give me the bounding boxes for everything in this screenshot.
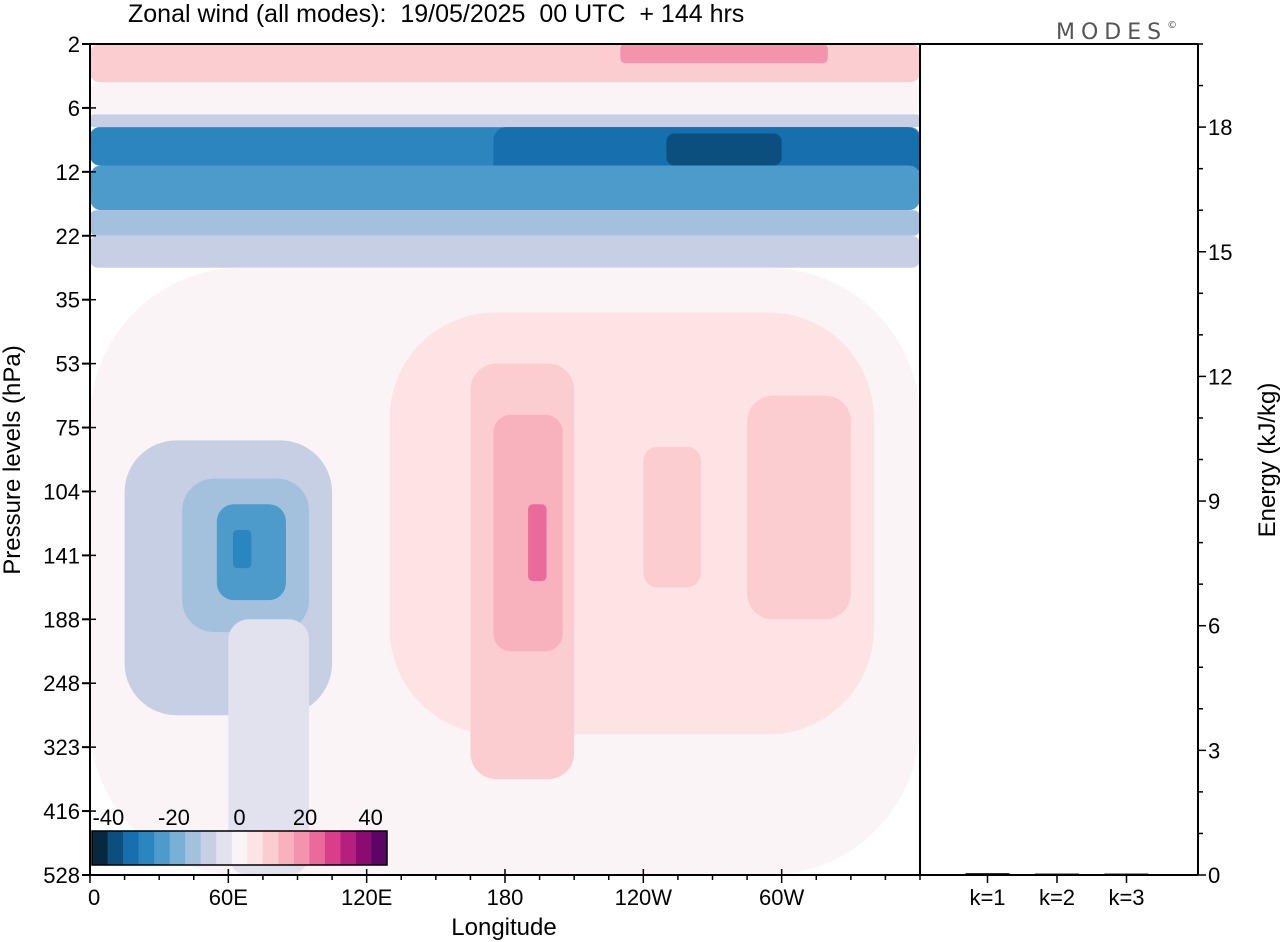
colorbar-tick-label: 20 — [293, 805, 317, 830]
energy-bar — [1035, 873, 1079, 876]
y-tick-label: 248 — [43, 671, 80, 696]
y2-axis-title: Energy (kJ/kg) — [1254, 383, 1280, 538]
y-tick-label: 6 — [68, 96, 80, 121]
y-tick-label: 141 — [43, 543, 80, 568]
heatmap-region — [90, 82, 920, 115]
colorbar-swatch — [200, 831, 217, 865]
y-tick-label: 528 — [43, 863, 80, 888]
heatmap-region — [228, 619, 310, 875]
energy-bar — [1104, 873, 1149, 876]
copyright-mark: © — [1167, 20, 1178, 31]
modes-logo: MODES© — [1056, 20, 1177, 45]
heatmap-region — [620, 44, 828, 64]
colorbar-swatch — [107, 831, 124, 865]
colorbar-swatch — [185, 831, 202, 865]
y-tick-label: 2 — [68, 32, 80, 57]
colorbar-swatch — [309, 831, 326, 865]
colorbar-swatch — [293, 831, 310, 865]
colorbar-swatch — [324, 831, 341, 865]
heatmap-region — [747, 395, 851, 620]
colorbar-swatch — [123, 831, 140, 865]
heatmap-region — [90, 210, 920, 236]
energy-category-label: k=3 — [1108, 885, 1144, 910]
colorbar-swatch — [262, 831, 279, 865]
y2-tick-label: 0 — [1208, 863, 1220, 888]
colorbar-swatch — [355, 831, 372, 865]
y-tick-label: 35 — [56, 288, 80, 313]
colorbar-frame — [91, 830, 388, 866]
colorbar-swatch — [340, 831, 357, 865]
colorbar-swatch — [216, 831, 233, 865]
colorbar-swatch — [138, 831, 155, 865]
x-tick-label: 60E — [209, 885, 248, 910]
y-tick-label: 104 — [43, 479, 80, 504]
heatmap-field — [90, 44, 920, 875]
colorbar-swatch — [169, 831, 186, 865]
energy-panel: 0 3 6 9 12 15 18 k=1 k=2 k=3 — [920, 43, 1232, 910]
energy-category-label: k=1 — [969, 885, 1005, 910]
y-tick-label: 22 — [56, 224, 80, 249]
y-tick-label: 188 — [43, 607, 80, 632]
colorbar-tick-label: 40 — [358, 805, 382, 830]
y-tick-label: 12 — [56, 160, 80, 185]
y-tick-label: 323 — [43, 735, 80, 760]
y2-tick-label: 9 — [1208, 489, 1220, 514]
colorbar-swatch — [371, 831, 388, 865]
colorbar-swatch — [92, 831, 109, 865]
colorbar-swatch — [247, 831, 264, 865]
x-tick-label: 180 — [487, 885, 524, 910]
heatmap-region — [232, 529, 252, 569]
chart-title: Zonal wind (all modes): 19/05/2025 00 UT… — [128, 0, 745, 28]
x-axis-title: Longitude — [451, 914, 556, 941]
colorbar-swatch — [278, 831, 295, 865]
energy-category-label: k=2 — [1039, 885, 1075, 910]
colorbar-tick-label: -40 — [92, 805, 124, 830]
y-axis-title: Pressure levels (hPa) — [0, 345, 26, 574]
heatmap-region — [528, 504, 547, 581]
colorbar-swatch — [231, 831, 248, 865]
x-tick-label: 120E — [341, 885, 392, 910]
y-tick-label: 75 — [56, 416, 80, 441]
energy-bar — [965, 873, 1010, 876]
colorbar-swatch — [154, 831, 171, 865]
y2-tick-label: 3 — [1208, 738, 1220, 763]
y2-tick-label: 15 — [1208, 240, 1232, 265]
y2-tick-label: 18 — [1208, 115, 1232, 140]
y2-tick-label: 12 — [1208, 364, 1232, 389]
x-tick-label: 120W — [615, 885, 673, 910]
colorbar-tick-label: 0 — [233, 805, 245, 830]
x-tick-label: 60W — [759, 885, 804, 910]
heatmap-region — [643, 446, 701, 588]
colorbar-tick-label: -20 — [158, 805, 190, 830]
heatmap-region — [90, 235, 920, 268]
plot-axes: 2 6 12 22 35 53 75 104 141 188 248 323 416 528 0 60E 120… — [43, 32, 921, 910]
logo-text: MODES — [1056, 20, 1168, 45]
heatmap-region — [90, 114, 920, 128]
heatmap-region — [90, 165, 920, 211]
y-tick-label: 416 — [43, 799, 80, 824]
y-tick-label: 53 — [56, 352, 80, 377]
x-tick-label: 0 — [88, 885, 100, 910]
colorbar: -40 -20 0 20 40 — [91, 805, 388, 866]
heatmap-region — [666, 133, 782, 166]
y2-tick-label: 6 — [1208, 614, 1220, 639]
